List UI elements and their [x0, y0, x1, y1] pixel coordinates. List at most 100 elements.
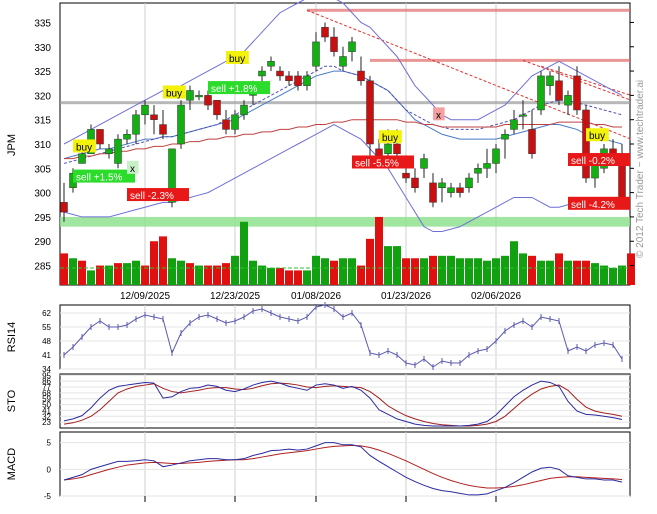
date-tick-label: 01/23/2026 — [381, 291, 431, 302]
resistance-line — [60, 101, 630, 105]
volume-bar — [564, 260, 572, 285]
tick-label: 23 — [42, 418, 51, 427]
volume-bar — [402, 258, 410, 285]
signal-sell-win: sell +1.8% — [208, 81, 270, 95]
candle-body — [555, 80, 563, 101]
tick-label: -5 — [44, 492, 52, 501]
candle-body — [132, 114, 140, 135]
trend-line — [540, 65, 632, 96]
candle-body — [258, 70, 266, 77]
volume-bar — [348, 258, 356, 285]
volume-bar — [69, 258, 77, 285]
price-tick-label: 300 — [34, 189, 51, 200]
volume-bar — [546, 260, 554, 285]
price-tick-label: 335 — [34, 18, 51, 29]
price-tick-label: 305 — [34, 164, 51, 175]
candle-body — [267, 61, 275, 67]
signal-box — [208, 81, 270, 95]
tick-label: 41 — [42, 406, 51, 415]
candle-body — [312, 41, 320, 67]
tick-label: 95 — [42, 371, 51, 380]
volume-bar — [87, 270, 95, 285]
candle-body — [537, 75, 545, 111]
volume-bar — [420, 258, 428, 285]
candle-body — [114, 138, 122, 164]
candle-body — [429, 182, 437, 203]
candlesticks — [60, 22, 626, 222]
macd-axis-label: MACD — [6, 448, 18, 480]
tick-label: 59 — [42, 395, 51, 404]
tick-label: 62 — [42, 309, 51, 318]
volume-bar — [141, 265, 149, 285]
volume-bar — [60, 253, 68, 285]
candle-body — [474, 168, 482, 174]
candle-body — [357, 70, 365, 82]
volume-bar — [537, 260, 545, 285]
bollinger-lower — [63, 123, 623, 233]
macd-line — [63, 442, 623, 496]
signal-label: sell +1.8% — [211, 84, 258, 95]
volume-bar — [483, 260, 491, 285]
watermark: © 2012 Tech Trader ~ www.techtrader.ai — [635, 80, 646, 258]
signal-label: buy — [166, 88, 182, 99]
candle-body — [528, 129, 536, 154]
volume-bar — [528, 255, 536, 285]
price-tick-label: 290 — [34, 237, 51, 248]
volume-bar — [78, 260, 86, 285]
price-panel: buy sell +1.5% x sell -2.3% buy buy sell +1.8%… — [6, 0, 635, 286]
volume-bar — [186, 263, 194, 285]
volume-bar — [267, 267, 275, 285]
volume-bar — [627, 253, 635, 285]
candle-body — [285, 75, 293, 82]
volume-bar — [357, 265, 365, 285]
tick-label: 34 — [42, 365, 51, 374]
candle-body — [222, 119, 230, 130]
candle-body — [321, 27, 329, 38]
volume-bar — [204, 265, 212, 285]
volume-bar — [231, 255, 239, 285]
signal-buy: buy — [379, 130, 402, 144]
candle-body — [294, 75, 302, 86]
signal-sell-loss: sell -0.2% — [568, 153, 630, 167]
signal-label: sell -5.5% — [355, 158, 399, 169]
volume-bar — [501, 255, 509, 285]
candle-body — [60, 202, 68, 213]
price-tick-label: 320 — [34, 91, 51, 102]
tick-label: 86 — [42, 377, 51, 386]
resistance-line — [307, 8, 630, 12]
bollinger-upper — [63, 0, 623, 145]
candle-body — [186, 90, 194, 101]
volume-bar — [366, 238, 374, 285]
candle-body — [195, 95, 203, 98]
signal-buy: buy — [73, 139, 96, 153]
candle-body — [393, 143, 401, 154]
resistance-line — [370, 58, 630, 62]
signal-label: sell -0.2% — [571, 156, 615, 167]
volume-bar — [312, 255, 320, 285]
volume-bar — [330, 260, 338, 285]
volume-bar — [591, 263, 599, 285]
volume-bar — [132, 260, 140, 285]
trend-line — [306, 9, 632, 140]
sto-series — [60, 374, 630, 428]
volume-bar — [249, 260, 257, 285]
tick-label: 50 — [42, 401, 51, 410]
signal-label: x — [130, 164, 135, 175]
volume-bar — [447, 255, 455, 285]
candle-body — [492, 148, 500, 164]
candle-body — [483, 163, 491, 169]
signal-label: sell -4.2% — [571, 200, 615, 211]
volume-bar — [114, 263, 122, 285]
volume-bar — [393, 246, 401, 285]
volume-bar — [609, 267, 617, 285]
volume-bar — [573, 260, 581, 285]
candle-body — [276, 70, 284, 77]
candle-body — [609, 148, 617, 154]
trade-signals: buy sell +1.5% x sell -2.3% buy buy sell +1.8%… — [73, 50, 630, 211]
volume-bar — [285, 270, 293, 285]
volume-bar — [600, 265, 608, 285]
signal-buy: buy — [226, 50, 249, 65]
candle-body — [411, 177, 419, 189]
price-tick-label: 310 — [34, 140, 51, 151]
